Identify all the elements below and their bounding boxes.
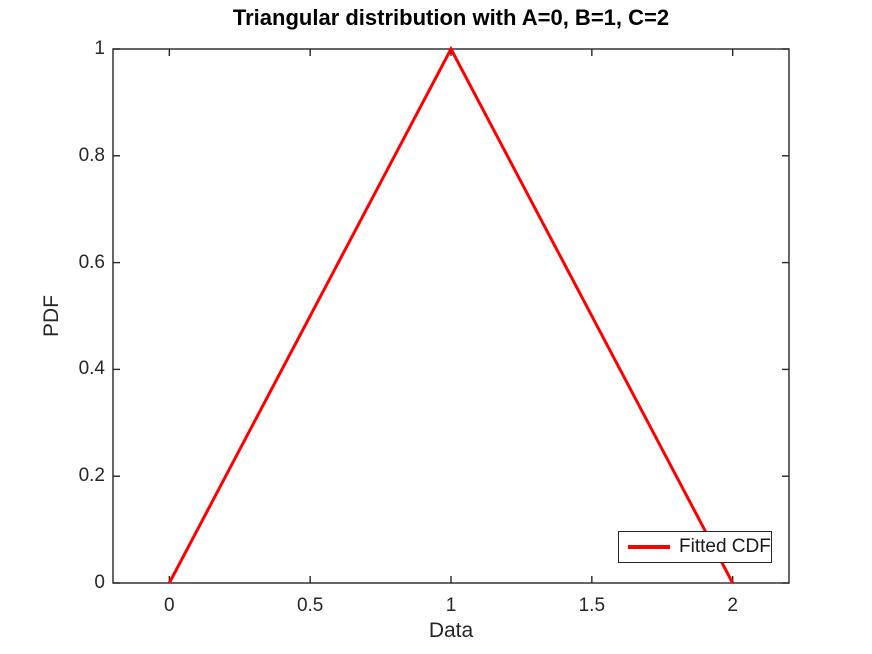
pdf-line-fitted-cdf: [168, 45, 734, 584]
x-axis-label: Data: [428, 619, 474, 642]
y-tick-label: 0.8: [78, 144, 105, 166]
x-tick-label: 2: [727, 595, 738, 616]
y-tick-label: 0: [94, 572, 105, 593]
x-tick-label: 1: [445, 595, 457, 616]
y-axis-label: PDF: [40, 295, 63, 337]
legend[interactable]: Fitted CDF: [618, 531, 772, 563]
x-tick-label: 1.5: [578, 595, 606, 616]
y-tick-label: 0.6: [78, 251, 105, 273]
legend-line-sample: [628, 545, 670, 549]
y-tick-label: 0.4: [78, 358, 105, 380]
legend-entry-label: Fitted CDF: [679, 536, 771, 557]
x-tick-label: 0.5: [296, 595, 324, 616]
chart-title: Triangular distribution with A=0, B=1, C…: [232, 5, 670, 30]
x-tick-label: 0: [164, 595, 175, 616]
y-tick-label: 0.2: [78, 465, 105, 487]
y-tick-label: 1: [94, 38, 105, 59]
axes-box: [112, 48, 790, 584]
